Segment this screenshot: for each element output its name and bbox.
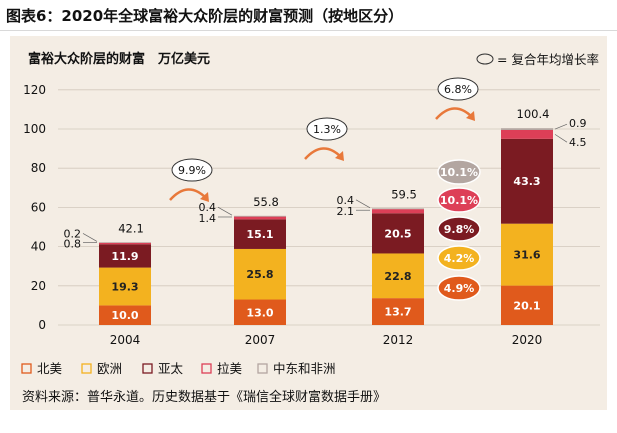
leader-line-mea-2004	[82, 233, 98, 242]
bar-value-label-europe-2004: 19.3	[111, 280, 138, 293]
regional-cagr-label-asia_pacific: 9.8%	[444, 223, 475, 236]
bar-value-label-europe-2012: 22.8	[384, 270, 411, 283]
bar-segment-europe-2004	[99, 267, 151, 306]
regional-cagr-bubble-north_america	[437, 275, 481, 301]
small-label-latam-2004: 0.8	[64, 237, 82, 250]
bar-segment-mea-2020	[501, 128, 553, 130]
chart-title: 富裕大众阶层的财富 万亿美元	[28, 51, 210, 67]
cagr-arrow-0	[169, 188, 207, 201]
cagr-arrowhead-0	[200, 192, 209, 202]
cagr-label-1: 1.3%	[313, 123, 341, 136]
bar-segment-asia_pacific-2012	[372, 213, 424, 254]
regional-cagr-bubble-latin_america	[437, 187, 481, 213]
cagr-bubble-1	[306, 117, 348, 141]
cagr-legend-ellipse	[476, 53, 494, 65]
small-label-mea-2004: 0.2	[64, 227, 82, 240]
bar-value-label-europe-2007: 25.8	[246, 268, 273, 281]
bar-segment-north_america-2020	[501, 285, 553, 325]
cagr-arrowhead-1	[335, 151, 344, 161]
small-label-latam-2020: 4.5	[569, 136, 587, 149]
legend-label-mea: 中东和非洲	[273, 361, 336, 376]
bar-segment-north_america-2007	[234, 299, 286, 325]
legend-label-europe: 欧洲	[97, 361, 122, 376]
legend-label-asia_pacific: 亚太	[158, 361, 184, 376]
y-tick-label-60: 60	[31, 200, 46, 214]
cagr-arrowhead-2	[466, 111, 475, 121]
leader-line-latam-2020	[554, 134, 568, 143]
leader-line-mea-2020	[554, 123, 568, 130]
small-label-latam-2012: 2.1	[337, 205, 355, 218]
small-label-latam-2007: 1.4	[199, 212, 217, 225]
bar-segment-europe-2012	[372, 253, 424, 299]
bar-value-label-north_america-2020: 20.1	[513, 299, 540, 312]
x-tick-label-2007: 2007	[245, 333, 276, 347]
source-note: 资料来源：普华永道。历史数据基于《瑞信全球财富数据手册》	[22, 390, 387, 405]
bar-segment-north_america-2012	[372, 298, 424, 325]
y-tick-label-80: 80	[31, 161, 46, 175]
bar-segment-latin_america-2020	[501, 129, 553, 139]
legend-swatch-mea	[257, 363, 268, 374]
legend-swatch-asia_pacific	[142, 363, 153, 374]
bar-segment-europe-2020	[501, 223, 553, 286]
y-tick-label-0: 0	[38, 318, 46, 332]
bar-value-label-asia_pacific-2004: 11.9	[111, 250, 138, 263]
bar-total-label-2007: 55.8	[253, 195, 279, 209]
regional-cagr-bubble-asia_pacific	[437, 216, 481, 242]
bar-total-label-2004: 42.1	[118, 221, 144, 235]
y-tick-label-120: 120	[23, 83, 46, 97]
cagr-label-2: 6.8%	[444, 83, 472, 96]
legend-swatch-europe	[81, 363, 92, 374]
figure-title-bar: 图表6：2020年全球富裕大众阶层的财富预测（按地区分）	[0, 0, 617, 31]
y-tick-label-20: 20	[31, 279, 46, 293]
cagr-legend-label: = 复合年均增长率	[497, 52, 599, 67]
small-label-mea-2020: 0.9	[569, 117, 587, 130]
y-tick-label-40: 40	[31, 240, 46, 254]
bar-total-label-2012: 59.5	[391, 187, 417, 201]
bar-segment-latin_america-2012	[372, 209, 424, 214]
bar-value-label-north_america-2004: 10.0	[111, 309, 138, 322]
regional-cagr-label-europe: 4.2%	[444, 252, 475, 265]
legend-swatch-north_america	[21, 363, 32, 374]
leader-line-mea-2007	[217, 206, 233, 216]
small-label-mea-2012: 0.4	[337, 194, 355, 207]
y-tick-label-100: 100	[23, 122, 46, 136]
bar-segment-mea-2012	[372, 208, 424, 210]
regional-cagr-label-north_america: 4.9%	[444, 282, 475, 295]
cagr-bubble-0	[171, 158, 213, 182]
bar-value-label-europe-2020: 31.6	[513, 249, 540, 262]
x-tick-label-2012: 2012	[383, 333, 414, 347]
bar-segment-asia_pacific-2007	[234, 219, 286, 249]
cagr-label-0: 9.9%	[178, 164, 206, 177]
regional-cagr-bubble-mea	[437, 159, 481, 185]
cagr-arrow-1	[304, 147, 342, 160]
bar-segment-latin_america-2004	[99, 242, 151, 245]
bar-segment-latin_america-2007	[234, 216, 286, 220]
regional-cagr-bubble-europe	[437, 245, 481, 271]
bar-segment-mea-2004	[99, 242, 151, 243]
x-tick-label-2020: 2020	[512, 333, 543, 347]
regional-cagr-label-mea: 10.1%	[440, 166, 478, 179]
legend-swatch-latin_america	[201, 363, 212, 374]
legend-label-north_america: 北美	[37, 361, 62, 376]
bar-segment-asia_pacific-2004	[99, 244, 151, 268]
cagr-bubble-2	[437, 77, 479, 101]
bar-value-label-asia_pacific-2007: 15.1	[246, 228, 273, 241]
small-label-mea-2007: 0.4	[199, 201, 217, 214]
regional-cagr-label-latin_america: 10.1%	[440, 194, 478, 207]
bar-value-label-north_america-2007: 13.0	[246, 306, 273, 319]
bar-segment-asia_pacific-2020	[501, 138, 553, 224]
leader-line-mea-2012	[355, 199, 371, 209]
x-tick-label-2004: 2004	[110, 333, 141, 347]
figure-title: 图表6：2020年全球富裕大众阶层的财富预测（按地区分）	[6, 7, 404, 25]
cagr-arrow-2	[435, 107, 473, 120]
bar-value-label-north_america-2012: 13.7	[384, 306, 411, 319]
bar-value-label-asia_pacific-2020: 43.3	[513, 175, 540, 188]
bar-segment-europe-2007	[234, 248, 286, 300]
legend-label-latin_america: 拉美	[217, 361, 242, 376]
bar-total-label-2020: 100.4	[517, 107, 550, 121]
bar-segment-mea-2007	[234, 215, 286, 217]
bar-value-label-asia_pacific-2012: 20.5	[384, 227, 411, 240]
bar-segment-north_america-2004	[99, 305, 151, 325]
